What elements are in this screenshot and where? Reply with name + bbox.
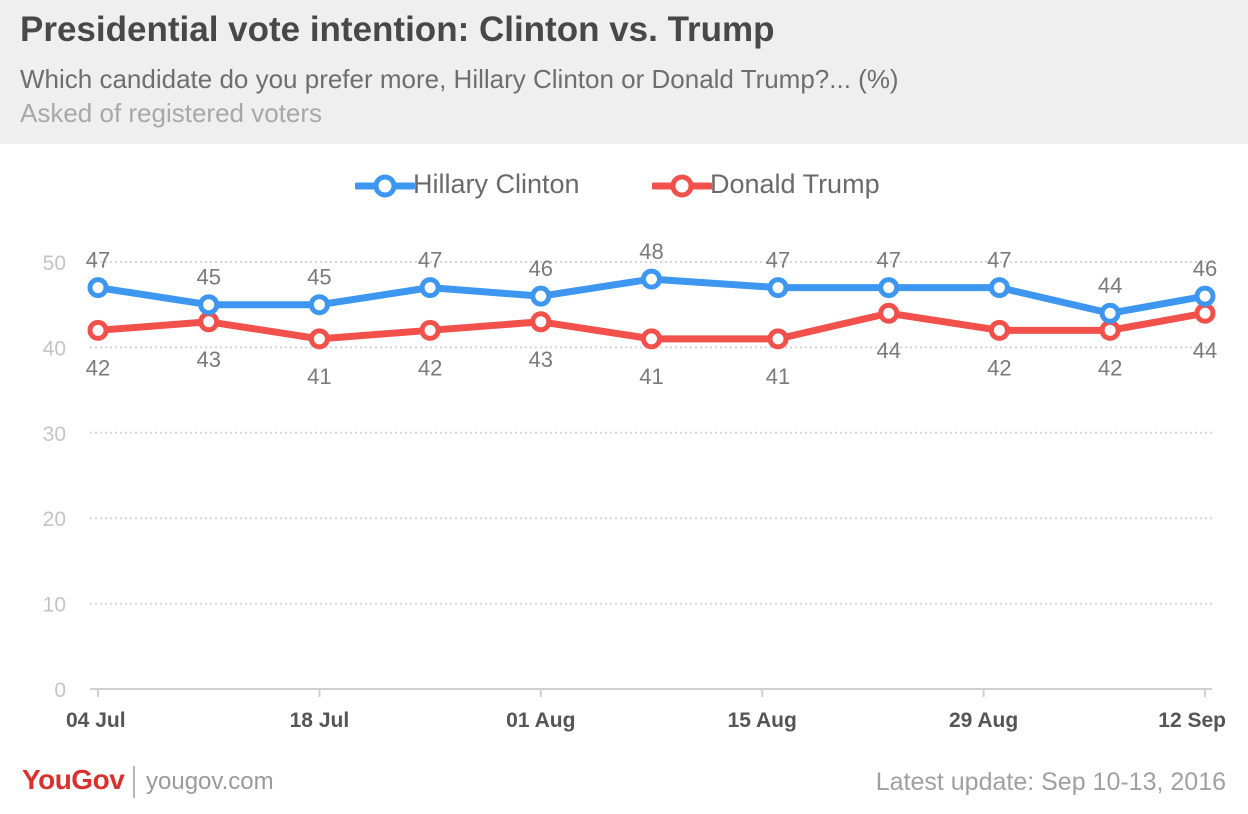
data-label-hillary-clinton: 45 xyxy=(196,265,220,290)
data-point-hillary-clinton xyxy=(419,277,441,299)
data-label-donald-trump: 42 xyxy=(86,355,110,380)
data-label-donald-trump: 42 xyxy=(1098,355,1122,380)
x-tick-label: 18 Jul xyxy=(290,709,350,732)
y-tick-label: 10 xyxy=(43,594,66,617)
data-point-donald-trump xyxy=(419,319,441,341)
data-point-hillary-clinton xyxy=(530,285,552,307)
footer-site-link[interactable]: yougov.com xyxy=(146,768,274,795)
data-label-donald-trump: 43 xyxy=(196,347,220,372)
line-chart: 0 10 20 30 40 50 04 Jul 18 Jul 01 Aug 15 Aug 29 A… xyxy=(43,239,1226,732)
data-label-hillary-clinton: 47 xyxy=(766,248,790,273)
data-point-donald-trump xyxy=(87,319,109,341)
data-label-donald-trump: 41 xyxy=(766,364,790,389)
data-point-hillary-clinton xyxy=(767,277,789,299)
series-lines xyxy=(87,268,1216,350)
chart-subtitle: Which candidate do you prefer more, Hill… xyxy=(20,64,899,94)
data-label-donald-trump: 41 xyxy=(639,364,663,389)
legend-swatch-donald-trump-icon xyxy=(652,174,712,198)
chart-header: Presidential vote intention: Clinton vs.… xyxy=(0,0,1248,144)
data-point-donald-trump xyxy=(988,319,1010,341)
data-label-hillary-clinton: 47 xyxy=(987,248,1011,273)
yougov-logo: YouGov xyxy=(22,764,125,795)
data-point-donald-trump xyxy=(198,311,220,333)
data-point-donald-trump xyxy=(878,302,900,324)
data-labels: 42 43 41 42 43 41 41 44 42 42 44 47 45 45 47 46 48 47 47 47… xyxy=(86,239,1217,389)
y-axis: 0 10 20 30 40 50 xyxy=(43,252,66,702)
y-tick-label: 30 xyxy=(43,423,66,446)
x-tick-label: 15 Aug xyxy=(728,709,797,732)
data-label-donald-trump: 42 xyxy=(987,355,1011,380)
y-tick-label: 0 xyxy=(54,679,66,702)
data-point-hillary-clinton xyxy=(198,294,220,316)
latest-update-text: Latest update: Sep 10-13, 2016 xyxy=(875,768,1226,796)
x-axis: 04 Jul 18 Jul 01 Aug 15 Aug 29 Aug 12 Sep xyxy=(66,688,1226,732)
data-label-donald-trump: 41 xyxy=(307,364,331,389)
data-point-hillary-clinton xyxy=(878,277,900,299)
chart-title: Presidential vote intention: Clinton vs.… xyxy=(20,10,775,49)
data-label-donald-trump: 43 xyxy=(529,347,553,372)
y-tick-label: 20 xyxy=(43,508,66,531)
data-label-hillary-clinton: 47 xyxy=(418,248,442,273)
data-label-hillary-clinton: 46 xyxy=(529,256,553,281)
data-point-hillary-clinton xyxy=(1194,285,1216,307)
data-label-hillary-clinton: 47 xyxy=(876,248,900,273)
chart-legend: Hillary Clinton Donald Trump xyxy=(0,166,1248,206)
y-tick-label: 40 xyxy=(43,337,66,360)
data-label-hillary-clinton: 46 xyxy=(1193,256,1217,281)
x-tick-label: 01 Aug xyxy=(506,709,575,732)
data-point-hillary-clinton xyxy=(1099,302,1121,324)
data-label-hillary-clinton: 47 xyxy=(86,248,110,273)
data-point-donald-trump xyxy=(767,328,789,350)
data-label-donald-trump: 44 xyxy=(1193,338,1217,363)
data-label-hillary-clinton: 48 xyxy=(639,239,663,264)
data-label-hillary-clinton: 45 xyxy=(307,265,331,290)
data-label-donald-trump: 44 xyxy=(876,338,900,363)
grid-lines xyxy=(90,261,1212,605)
data-label-donald-trump: 42 xyxy=(418,355,442,380)
data-point-hillary-clinton xyxy=(988,277,1010,299)
data-point-donald-trump xyxy=(308,328,330,350)
legend-label-hillary-clinton: Hillary Clinton xyxy=(413,169,580,199)
y-tick-label: 50 xyxy=(43,252,66,275)
x-tick-label: 04 Jul xyxy=(66,709,126,732)
x-tick-label: 29 Aug xyxy=(949,709,1018,732)
legend-label-donald-trump: Donald Trump xyxy=(710,169,880,199)
data-point-donald-trump xyxy=(1194,302,1216,324)
data-point-hillary-clinton xyxy=(87,277,109,299)
footer-divider xyxy=(133,766,135,798)
data-label-hillary-clinton: 44 xyxy=(1098,273,1122,298)
data-point-hillary-clinton xyxy=(641,268,662,290)
data-point-donald-trump xyxy=(1099,319,1121,341)
chart-note: Asked of registered voters xyxy=(20,98,323,128)
legend-swatch-hillary-clinton-icon xyxy=(355,174,415,198)
data-point-donald-trump xyxy=(641,328,662,350)
data-point-hillary-clinton xyxy=(308,294,330,316)
x-tick-label: 12 Sep xyxy=(1158,709,1226,732)
data-point-donald-trump xyxy=(530,311,552,333)
